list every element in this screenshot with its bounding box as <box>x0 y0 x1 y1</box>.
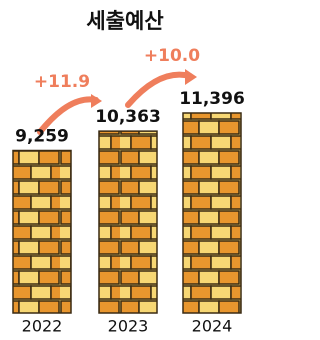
x-tick-label: 2023 <box>108 317 149 336</box>
value-label: 11,396 <box>179 89 245 109</box>
value-label: 10,363 <box>95 107 161 127</box>
value-label: 9,259 <box>15 127 69 147</box>
annotation: +10.0 <box>144 46 200 66</box>
arrow-head <box>185 69 197 85</box>
chart-title: 세출예산 <box>86 9 163 33</box>
bar <box>99 131 157 313</box>
x-tick-label: 2022 <box>22 317 63 336</box>
chart: 세출예산 +11.9 +10.0 9,259 2022 10,363 2023 11,3… <box>0 0 250 340</box>
x-tick-label: 2024 <box>192 317 233 336</box>
annotation: +11.9 <box>34 72 90 92</box>
bar <box>183 113 241 313</box>
arrow-head <box>91 94 102 108</box>
bar <box>13 151 71 313</box>
